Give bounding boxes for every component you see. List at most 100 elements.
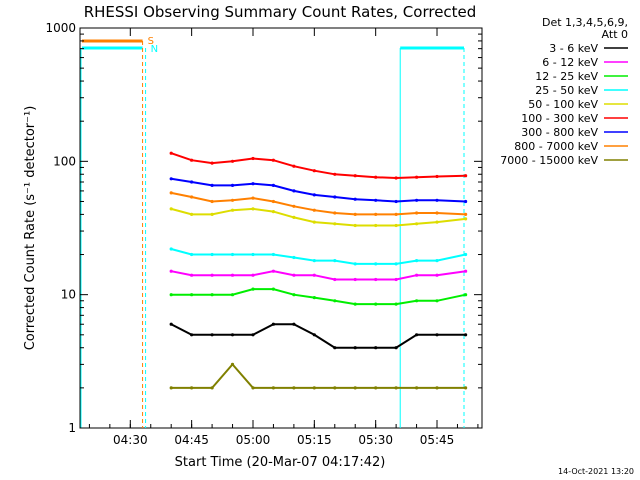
data-point bbox=[271, 183, 275, 187]
data-point bbox=[394, 346, 398, 350]
data-point bbox=[415, 222, 419, 226]
data-point bbox=[190, 212, 194, 216]
data-point bbox=[312, 296, 316, 300]
data-point bbox=[464, 217, 468, 221]
series-line bbox=[170, 248, 466, 265]
y-tick-label: 1000 bbox=[45, 21, 76, 35]
data-point bbox=[251, 156, 255, 161]
data-point bbox=[394, 262, 398, 266]
series-8 bbox=[169, 191, 468, 216]
data-point bbox=[394, 199, 398, 204]
x-axis: 04:30 04:45 05:00 05:15 05:30 05:45 bbox=[88, 28, 479, 447]
data-point bbox=[230, 293, 235, 297]
data-point bbox=[230, 333, 235, 337]
data-point bbox=[169, 207, 173, 211]
data-point bbox=[374, 175, 378, 179]
data-point bbox=[464, 269, 468, 273]
legend-label: 100 - 300 keV bbox=[521, 112, 598, 125]
data-point bbox=[271, 269, 275, 273]
data-point bbox=[353, 302, 357, 306]
y-tick-label: 1 bbox=[68, 421, 76, 435]
data-point bbox=[464, 199, 468, 204]
legend-header: Det 1,3,4,5,6,9, Att 0 bbox=[542, 16, 628, 41]
series-1 bbox=[169, 322, 468, 350]
data-point bbox=[435, 174, 439, 179]
data-point bbox=[251, 386, 255, 390]
data-point bbox=[169, 322, 173, 326]
data-point bbox=[374, 262, 378, 266]
data-point bbox=[210, 212, 214, 216]
data-point bbox=[333, 195, 337, 199]
data-point bbox=[353, 223, 357, 228]
data-point bbox=[169, 269, 173, 273]
data-point bbox=[353, 174, 357, 178]
data-point bbox=[251, 252, 255, 257]
data-point bbox=[312, 386, 316, 390]
data-point bbox=[435, 211, 439, 215]
data-point bbox=[374, 302, 378, 306]
series-9 bbox=[169, 362, 468, 390]
data-point bbox=[251, 196, 255, 200]
y-axis: 1 10 100 1000 bbox=[45, 21, 482, 435]
data-point bbox=[190, 158, 194, 162]
data-point bbox=[251, 182, 255, 186]
data-point bbox=[415, 299, 419, 303]
data-point bbox=[333, 299, 337, 303]
series-line bbox=[171, 177, 466, 203]
data-point bbox=[374, 212, 378, 216]
data-point bbox=[435, 198, 439, 202]
data-point bbox=[435, 220, 439, 224]
data-point bbox=[230, 198, 235, 202]
data-point bbox=[464, 386, 468, 390]
data-point bbox=[374, 277, 378, 282]
data-point bbox=[415, 273, 419, 277]
data-point bbox=[210, 252, 214, 257]
data-point bbox=[333, 222, 337, 226]
data-point bbox=[394, 386, 398, 390]
data-point bbox=[190, 386, 194, 390]
data-point bbox=[435, 386, 439, 390]
chart-title: RHESSI Observing Summary Count Rates, Co… bbox=[84, 3, 477, 21]
data-point bbox=[464, 293, 468, 297]
data-point bbox=[312, 193, 316, 197]
data-point bbox=[190, 333, 194, 337]
legend-header-line-1: Det 1,3,4,5,6,9, bbox=[542, 16, 628, 29]
data-point bbox=[292, 189, 296, 193]
x-tick-label: 05:30 bbox=[358, 433, 393, 447]
data-point bbox=[292, 215, 296, 219]
data-point bbox=[251, 207, 255, 211]
data-point bbox=[271, 386, 275, 390]
data-point bbox=[210, 293, 214, 297]
data-point bbox=[292, 164, 296, 168]
data-point bbox=[271, 199, 275, 204]
footer-date: 14-Oct-2021 13:20 bbox=[558, 467, 634, 476]
data-point bbox=[374, 386, 378, 390]
data-point bbox=[251, 287, 255, 291]
data-point bbox=[210, 333, 214, 337]
series-6 bbox=[169, 151, 468, 180]
data-point bbox=[169, 151, 173, 155]
series-layer bbox=[169, 151, 468, 390]
data-point bbox=[464, 252, 468, 257]
data-point bbox=[230, 159, 235, 163]
data-point bbox=[190, 180, 194, 184]
data-point bbox=[374, 346, 378, 350]
data-point bbox=[292, 204, 296, 208]
data-point bbox=[271, 287, 275, 291]
data-point bbox=[353, 277, 357, 282]
data-point bbox=[353, 262, 357, 266]
y-axis-label: Corrected Count Rate (s⁻¹ detector⁻¹) bbox=[23, 106, 38, 351]
data-point bbox=[169, 247, 173, 251]
data-point bbox=[394, 212, 398, 216]
data-point bbox=[210, 273, 214, 277]
data-point bbox=[353, 346, 357, 350]
x-tick-label: 05:00 bbox=[236, 433, 271, 447]
data-point bbox=[169, 177, 173, 181]
data-point bbox=[190, 293, 194, 297]
data-point bbox=[333, 346, 337, 350]
legend-label: 50 - 100 keV bbox=[528, 98, 598, 111]
x-tick-label: 04:45 bbox=[174, 433, 209, 447]
